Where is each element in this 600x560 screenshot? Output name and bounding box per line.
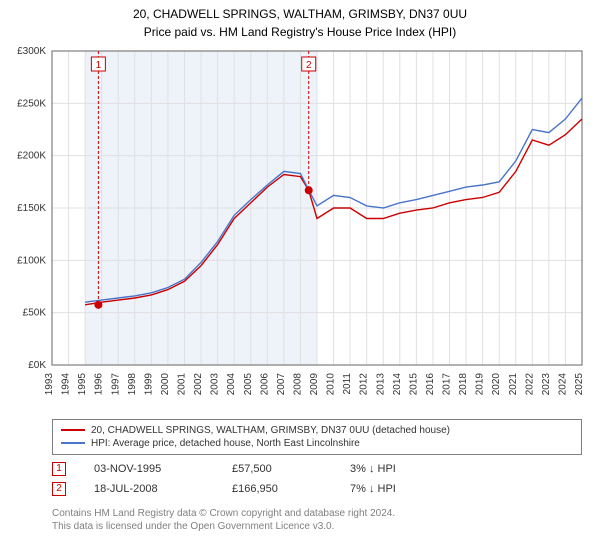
svg-text:1993: 1993 bbox=[44, 372, 55, 395]
chart-area: £0K £50K £100K £150K £200K £250K £300K 1993 1994… bbox=[0, 43, 600, 413]
svg-text:2024: 2024 bbox=[557, 372, 568, 395]
svg-text:2022: 2022 bbox=[524, 372, 535, 395]
svg-text:2006: 2006 bbox=[259, 372, 270, 395]
svg-text:£100K: £100K bbox=[17, 255, 46, 266]
svg-text:1: 1 bbox=[96, 60, 102, 71]
annotation-price: £166,950 bbox=[232, 483, 322, 495]
svg-text:2005: 2005 bbox=[243, 372, 254, 395]
svg-text:2009: 2009 bbox=[309, 372, 320, 395]
footer-attribution: Contains HM Land Registry data © Crown c… bbox=[52, 507, 582, 533]
line-chart-svg: £0K £50K £100K £150K £200K £250K £300K 1993 1994… bbox=[0, 43, 600, 413]
annotation-marker: 2 bbox=[52, 482, 66, 496]
legend-swatch bbox=[61, 429, 85, 431]
chart-title: 20, CHADWELL SPRINGS, WALTHAM, GRIMSBY, … bbox=[0, 0, 600, 23]
svg-text:2021: 2021 bbox=[508, 372, 519, 395]
svg-text:2011: 2011 bbox=[342, 372, 353, 394]
legend-label: HPI: Average price, detached house, Nort… bbox=[91, 438, 360, 449]
svg-text:1999: 1999 bbox=[143, 372, 154, 395]
svg-text:2002: 2002 bbox=[193, 372, 204, 395]
legend: 20, CHADWELL SPRINGS, WALTHAM, GRIMSBY, … bbox=[52, 419, 582, 455]
svg-text:2008: 2008 bbox=[292, 372, 303, 395]
svg-text:2012: 2012 bbox=[359, 372, 370, 395]
svg-text:2018: 2018 bbox=[458, 372, 469, 395]
svg-text:1995: 1995 bbox=[77, 372, 88, 395]
annotation-date: 18-JUL-2008 bbox=[94, 483, 204, 495]
svg-text:2000: 2000 bbox=[160, 372, 171, 395]
annotation-date: 03-NOV-1995 bbox=[94, 463, 204, 475]
svg-text:2: 2 bbox=[306, 60, 312, 71]
legend-label: 20, CHADWELL SPRINGS, WALTHAM, GRIMSBY, … bbox=[91, 425, 450, 436]
annotation-row: 1 03-NOV-1995 £57,500 3% ↓ HPI bbox=[52, 459, 582, 479]
svg-text:2001: 2001 bbox=[177, 372, 188, 395]
svg-text:£200K: £200K bbox=[17, 150, 46, 161]
svg-text:2025: 2025 bbox=[574, 372, 585, 395]
annotation-row: 2 18-JUL-2008 £166,950 7% ↓ HPI bbox=[52, 479, 582, 499]
svg-text:2019: 2019 bbox=[475, 372, 486, 395]
footer-line-2: This data is licensed under the Open Gov… bbox=[52, 520, 582, 533]
svg-text:£50K: £50K bbox=[23, 307, 47, 318]
svg-text:£150K: £150K bbox=[17, 203, 46, 214]
svg-text:2007: 2007 bbox=[276, 372, 287, 395]
svg-text:1997: 1997 bbox=[110, 372, 121, 395]
annotation-delta: 3% ↓ HPI bbox=[350, 463, 460, 475]
svg-text:£250K: £250K bbox=[17, 98, 46, 109]
svg-text:2013: 2013 bbox=[375, 372, 386, 395]
legend-swatch bbox=[61, 442, 85, 444]
annotation-price: £57,500 bbox=[232, 463, 322, 475]
svg-text:£0K: £0K bbox=[28, 360, 46, 371]
footer-line-1: Contains HM Land Registry data © Crown c… bbox=[52, 507, 582, 520]
svg-text:1994: 1994 bbox=[61, 372, 72, 395]
svg-text:2016: 2016 bbox=[425, 372, 436, 395]
annotation-table: 1 03-NOV-1995 £57,500 3% ↓ HPI 2 18-JUL-2008 £… bbox=[52, 459, 582, 499]
svg-text:1998: 1998 bbox=[127, 372, 138, 395]
svg-text:2014: 2014 bbox=[392, 372, 403, 395]
annotation-delta: 7% ↓ HPI bbox=[350, 483, 460, 495]
annotation-marker: 1 bbox=[52, 462, 66, 476]
legend-item: HPI: Average price, detached house, Nort… bbox=[61, 437, 573, 450]
svg-text:2003: 2003 bbox=[210, 372, 221, 395]
svg-text:2004: 2004 bbox=[226, 372, 237, 395]
svg-text:£300K: £300K bbox=[17, 46, 46, 57]
svg-text:1996: 1996 bbox=[94, 372, 105, 395]
svg-text:2023: 2023 bbox=[541, 372, 552, 395]
chart-subtitle: Price paid vs. HM Land Registry's House … bbox=[0, 23, 600, 43]
svg-text:2017: 2017 bbox=[442, 372, 453, 395]
svg-text:2020: 2020 bbox=[491, 372, 502, 395]
svg-text:2010: 2010 bbox=[326, 372, 337, 395]
svg-text:2015: 2015 bbox=[408, 372, 419, 395]
legend-item: 20, CHADWELL SPRINGS, WALTHAM, GRIMSBY, … bbox=[61, 424, 573, 437]
